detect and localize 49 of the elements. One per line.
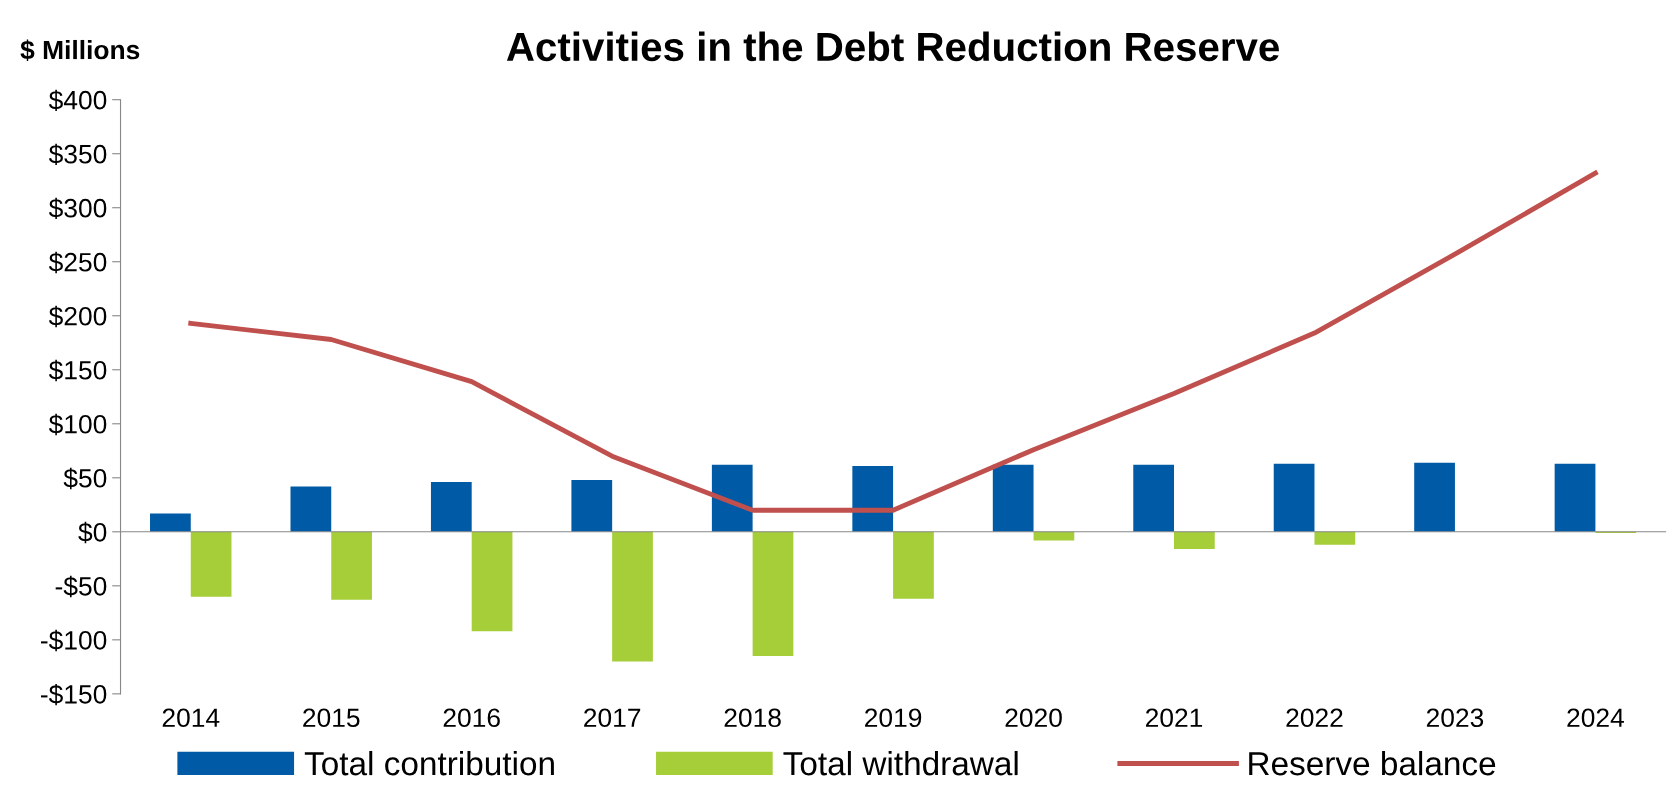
y-tick-label: $100 [48,413,107,436]
y-tick-label: -$100 [41,629,107,652]
bar [752,531,794,657]
bar [150,513,191,532]
y-tick-label: $0 [78,521,107,544]
x-tick-label: 2024 [1567,708,1624,728]
y-tick-label: -$50 [55,575,107,598]
bar [471,531,513,632]
x-tick-label: 2023 [1426,708,1484,728]
x-tick-label: 2015 [303,708,360,728]
legend-label: Reserve balance [1249,750,1496,776]
y-tick-label: $50 [63,467,107,490]
legend-label: Total withdrawal [783,750,1018,776]
bar [992,464,1034,532]
x-tick-label: 2017 [584,708,641,728]
bar [1174,531,1215,550]
legend-label: Total contribution [304,750,554,776]
x-tick-label: 2014 [162,708,220,728]
y-axis-title: $ Millions [20,39,140,62]
x-tick-label: 2021 [1145,708,1203,728]
x-tick-label: 2022 [1286,708,1343,728]
x-tick-label: 2018 [724,708,781,728]
bar [1033,531,1075,541]
y-tick-label: $250 [48,251,107,274]
y-tick-label: $400 [48,89,107,112]
bar [1314,531,1356,545]
chart-title: Activities in the Debt Reduction Reserve [506,31,1279,62]
bar [331,531,372,600]
bar [1414,462,1455,532]
y-tick-label: $300 [48,197,107,220]
bar [852,465,894,532]
x-tick-label: 2020 [1005,708,1062,728]
bar [1554,463,1596,532]
bar [711,464,753,532]
bar [1273,463,1315,532]
y-tick-label: $150 [48,359,107,382]
y-tick-label: -$150 [41,683,107,706]
bar [290,486,332,532]
bar [190,531,232,597]
x-tick-label: 2019 [865,708,922,728]
y-tick-label: $200 [48,305,107,328]
bar [430,482,472,532]
y-tick-label: $350 [48,143,107,166]
line-series [188,170,1598,513]
x-tick-label: 2016 [443,708,500,728]
bar [571,479,613,532]
bar [893,531,934,599]
bar [612,531,653,662]
bar [1133,464,1175,532]
